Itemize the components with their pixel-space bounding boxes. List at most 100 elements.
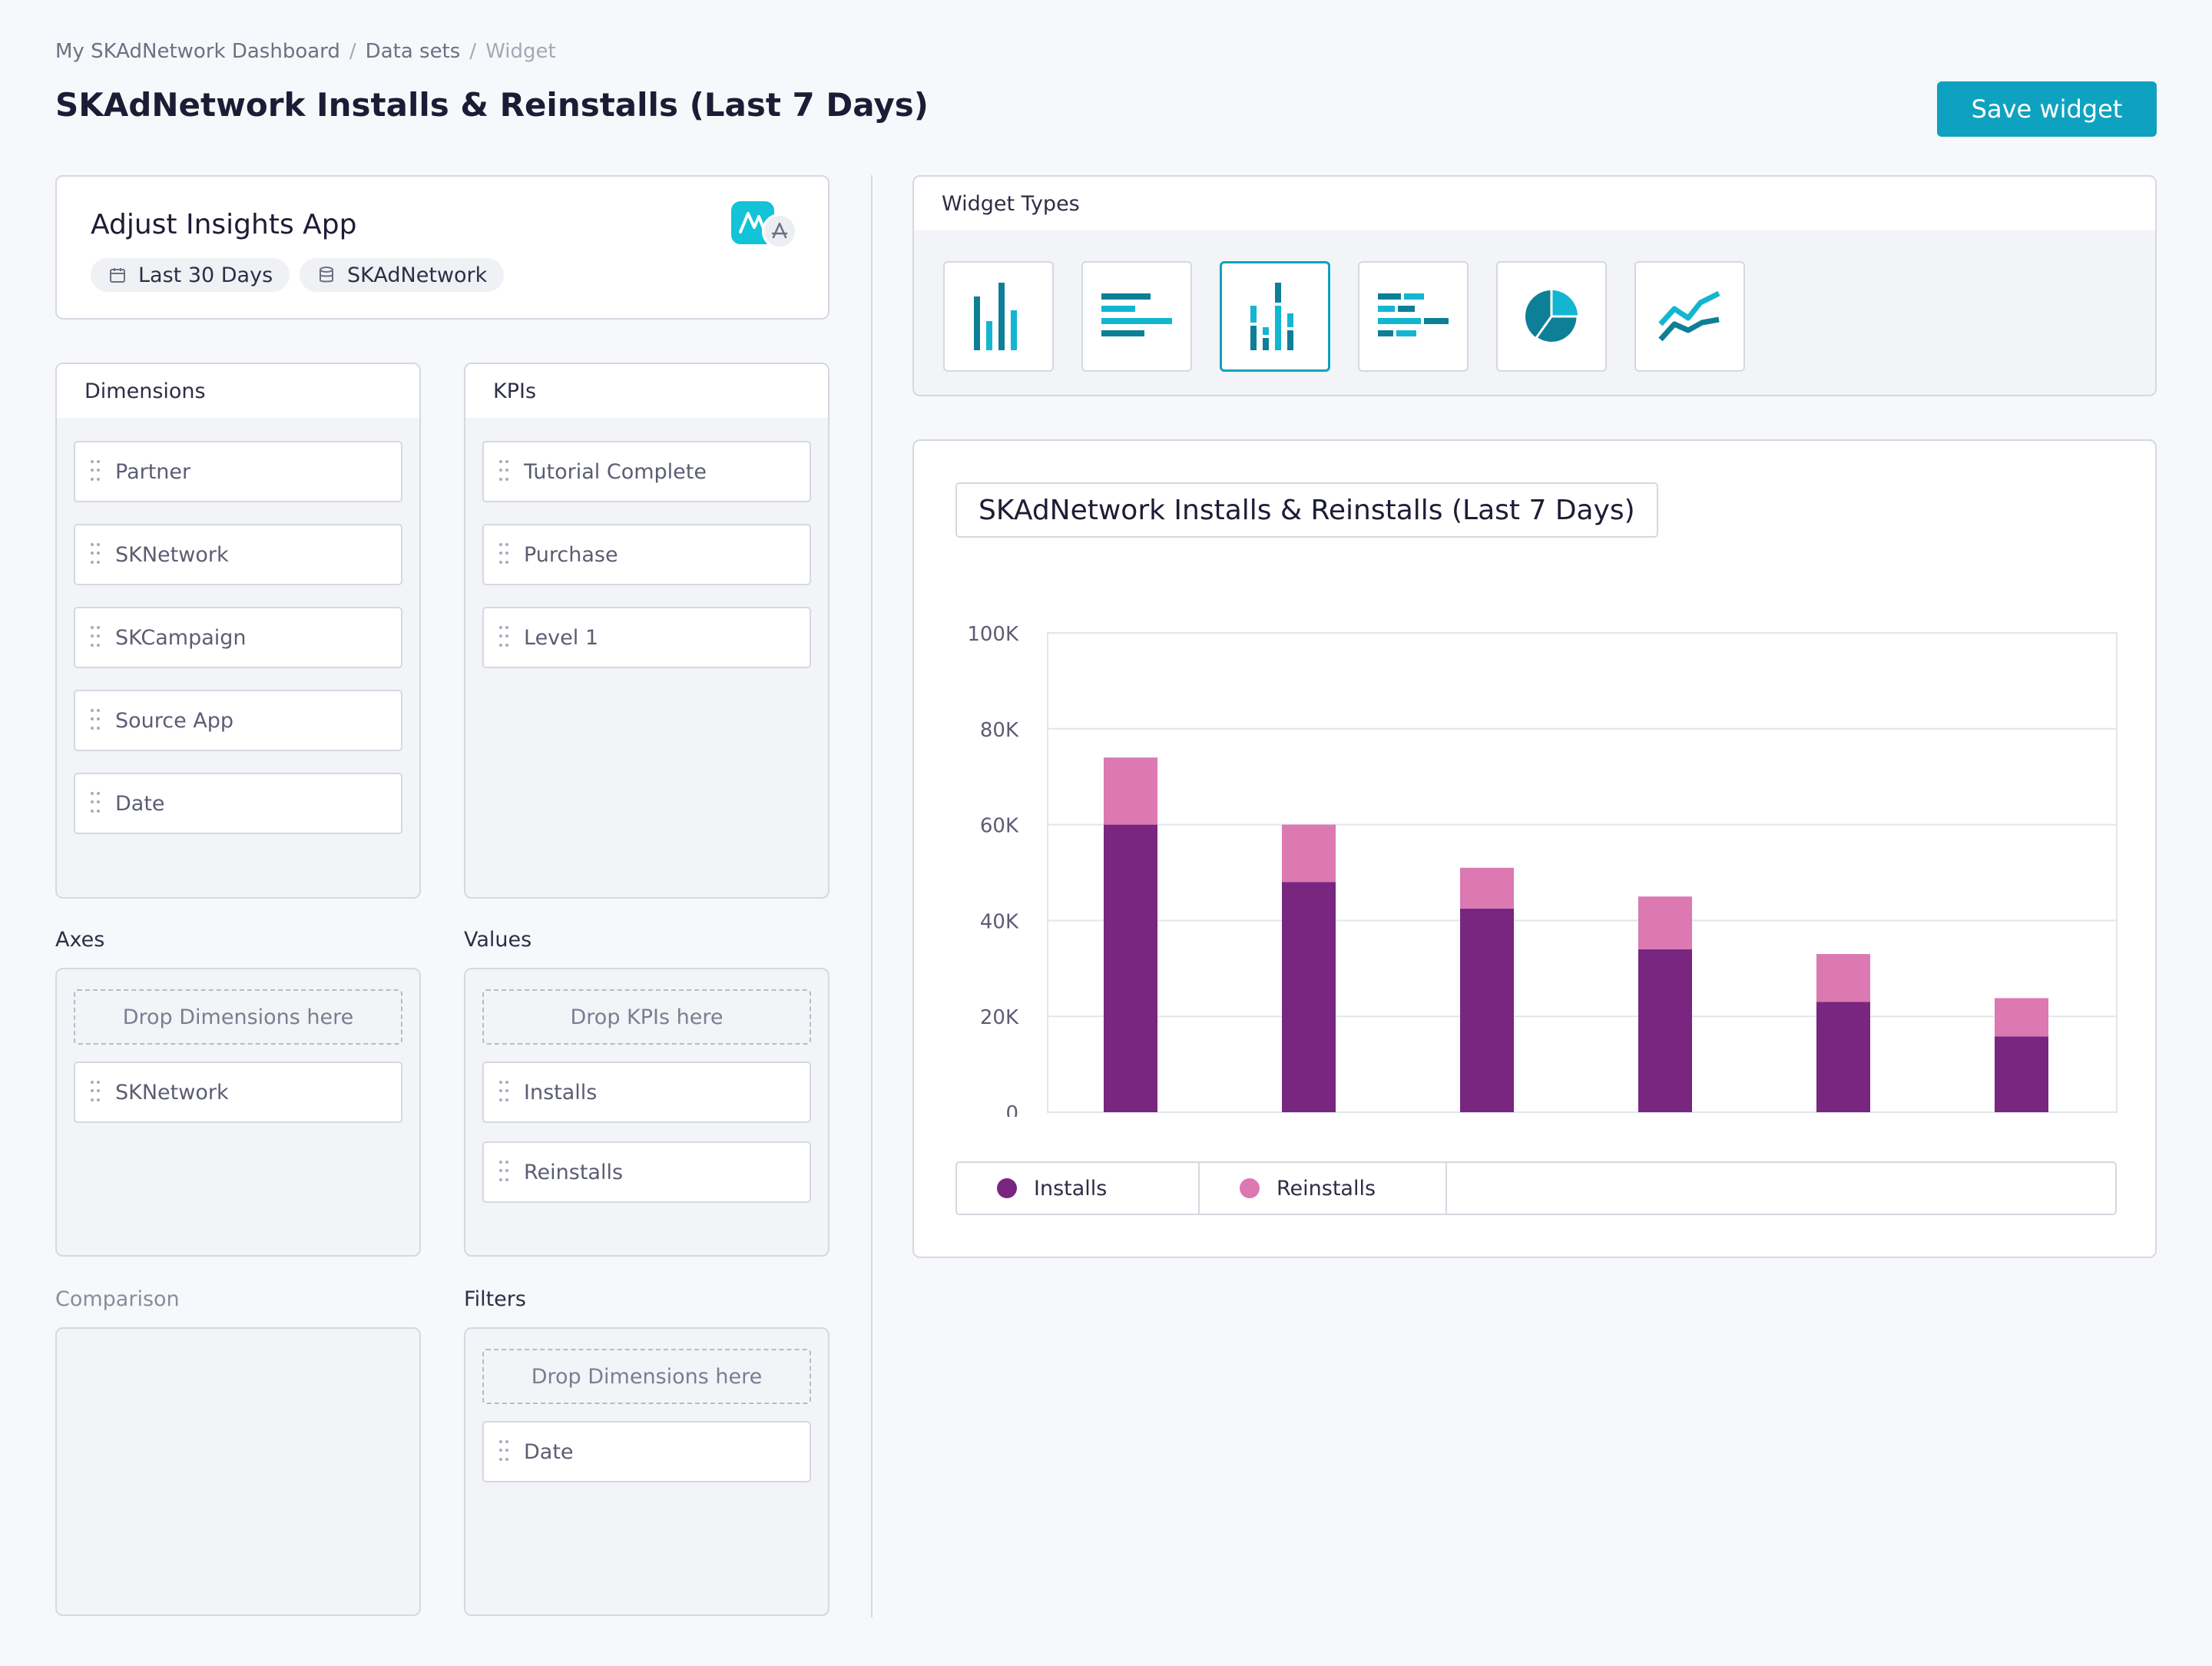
- pie-chart-icon: [1525, 290, 1579, 344]
- legend-reinstalls-label: Reinstalls: [1277, 1176, 1376, 1201]
- kpis-title: KPIs: [465, 364, 828, 418]
- breadcrumb-current: Widget: [485, 40, 556, 63]
- values-dropzone[interactable]: Drop KPIs here Installs Reinstalls: [464, 968, 830, 1257]
- breadcrumb-separator: /: [469, 40, 477, 63]
- breadcrumb-link-data-sets[interactable]: Data sets: [365, 40, 461, 63]
- dimension-label: Source App: [115, 708, 234, 733]
- data-source-chip[interactable]: SKAdNetwork: [300, 258, 505, 292]
- drag-handle-icon[interactable]: [91, 626, 100, 649]
- y-tick-label: 0: [1005, 1102, 1018, 1117]
- legend-item-installs[interactable]: Installs: [957, 1163, 1200, 1214]
- drag-handle-icon[interactable]: [499, 1081, 508, 1104]
- database-icon: [320, 267, 333, 283]
- breadcrumb-link-dashboard[interactable]: My SKAdNetwork Dashboard: [55, 40, 340, 63]
- widget-type-bar-button[interactable]: [1081, 261, 1192, 372]
- drag-handle-icon[interactable]: [499, 1440, 508, 1463]
- filters-title: Filters: [464, 1287, 526, 1311]
- drag-handle-icon[interactable]: [91, 1081, 100, 1104]
- filters-item-date[interactable]: Date: [482, 1421, 811, 1482]
- kpis-panel: KPIs Tutorial Complete Purchase Level 1: [464, 363, 830, 899]
- bar-installs-ironsource: [1460, 908, 1514, 1112]
- drag-handle-icon[interactable]: [499, 1161, 508, 1184]
- drag-handle-icon[interactable]: [499, 460, 508, 483]
- filters-item-label: Date: [524, 1439, 574, 1464]
- stacked-bar-chart-icon: [1378, 293, 1449, 336]
- dimension-label: SKNetwork: [115, 542, 229, 567]
- line-chart-icon: [1658, 290, 1720, 342]
- widget-types-card: Widget Types: [912, 175, 2157, 396]
- dimension-item-partner[interactable]: Partner: [74, 441, 402, 502]
- kpi-item-level-1[interactable]: Level 1: [482, 607, 811, 668]
- chart-title-input[interactable]: SKAdNetwork Installs & Reinstalls (Last …: [955, 482, 1658, 538]
- kpi-item-tutorial-complete[interactable]: Tutorial Complete: [482, 441, 811, 502]
- bar-reinstalls-applovin: [1104, 757, 1157, 825]
- dimension-item-date[interactable]: Date: [74, 773, 402, 834]
- filters-dropzone[interactable]: Drop Dimensions here Date: [464, 1327, 830, 1616]
- save-widget-button[interactable]: Save widget: [1937, 81, 2157, 137]
- bar-chart-icon: [1101, 293, 1172, 336]
- app-store-icon: [762, 214, 797, 249]
- values-item-label: Reinstalls: [524, 1160, 624, 1184]
- legend-installs-label: Installs: [1034, 1176, 1108, 1201]
- app-name: Adjust Insights App: [91, 209, 357, 240]
- values-drop-hint[interactable]: Drop KPIs here: [482, 989, 811, 1045]
- y-tick-label: 40K: [980, 910, 1019, 933]
- page-title: SKAdNetwork Installs & Reinstalls (Last …: [55, 86, 929, 124]
- widget-types-title: Widget Types: [914, 177, 2155, 230]
- drag-handle-icon[interactable]: [499, 543, 508, 566]
- drag-handle-icon[interactable]: [91, 792, 100, 815]
- filters-drop-hint[interactable]: Drop Dimensions here: [482, 1349, 811, 1404]
- bar-reinstalls-facebook: [1282, 824, 1336, 883]
- dimension-label: Partner: [115, 459, 191, 484]
- kpi-label: Tutorial Complete: [524, 459, 707, 484]
- comparison-dropzone[interactable]: [55, 1327, 421, 1616]
- widget-type-line-button[interactable]: [1634, 261, 1745, 372]
- dimension-item-source-app[interactable]: Source App: [74, 690, 402, 751]
- drag-handle-icon[interactable]: [91, 460, 100, 483]
- axes-drop-hint[interactable]: Drop Dimensions here: [74, 989, 402, 1045]
- values-item-label: Installs: [524, 1080, 598, 1105]
- stacked-column-chart: 020K40K60K80K100KApplovinFacebookIronsou…: [967, 623, 2118, 1117]
- dimensions-title: Dimensions: [57, 364, 419, 418]
- kpi-item-purchase[interactable]: Purchase: [482, 524, 811, 585]
- dimension-label: Date: [115, 791, 165, 816]
- y-tick-label: 100K: [967, 623, 1019, 646]
- widget-type-pie-button[interactable]: [1496, 261, 1607, 372]
- comparison-title: Comparison: [55, 1287, 180, 1311]
- calendar-icon: [110, 268, 125, 283]
- axes-dropzone[interactable]: Drop Dimensions here SKNetwork: [55, 968, 421, 1257]
- values-title: Values: [464, 928, 532, 952]
- drag-handle-icon[interactable]: [91, 709, 100, 732]
- date-range-chip[interactable]: Last 30 Days: [91, 258, 290, 292]
- drag-handle-icon[interactable]: [91, 543, 100, 566]
- widget-type-stacked-column-button[interactable]: [1220, 261, 1330, 372]
- values-item-installs[interactable]: Installs: [482, 1062, 811, 1123]
- y-tick-label: 20K: [980, 1006, 1019, 1029]
- bar-installs-facebook: [1282, 882, 1336, 1112]
- dimension-item-skcampaign[interactable]: SKCampaign: [74, 607, 402, 668]
- bar-reinstalls-unity-ads: [1995, 998, 2048, 1037]
- stacked-column-chart-icon: [1250, 283, 1293, 350]
- bar-reinstalls-snapchat: [1638, 896, 1692, 949]
- bar-installs-unity-ads: [1995, 1036, 2048, 1112]
- y-tick-label: 80K: [980, 719, 1019, 742]
- kpi-label: Level 1: [524, 625, 599, 650]
- breadcrumb: My SKAdNetwork Dashboard / Data sets / W…: [55, 40, 556, 63]
- legend-reinstalls-swatch: [1240, 1178, 1260, 1198]
- legend-installs-swatch: [997, 1178, 1017, 1198]
- data-source-label: SKAdNetwork: [347, 263, 488, 287]
- widget-type-column-button[interactable]: [943, 261, 1054, 372]
- dimension-item-sknetwork[interactable]: SKNetwork: [74, 524, 402, 585]
- app-card: Adjust Insights App Last 30 Days SKAdNet…: [55, 175, 830, 320]
- kpi-label: Purchase: [524, 542, 618, 567]
- bar-installs-tiktok: [1816, 1002, 1870, 1112]
- axes-title: Axes: [55, 928, 105, 952]
- breadcrumb-separator: /: [349, 40, 356, 63]
- legend-item-reinstalls[interactable]: Reinstalls: [1200, 1163, 1447, 1214]
- date-range-label: Last 30 Days: [138, 263, 273, 287]
- chart-legend: Installs Reinstalls: [955, 1161, 2117, 1215]
- widget-type-stacked-bar-button[interactable]: [1358, 261, 1469, 372]
- values-item-reinstalls[interactable]: Reinstalls: [482, 1141, 811, 1203]
- axes-item-sknetwork[interactable]: SKNetwork: [74, 1062, 402, 1123]
- drag-handle-icon[interactable]: [499, 626, 508, 649]
